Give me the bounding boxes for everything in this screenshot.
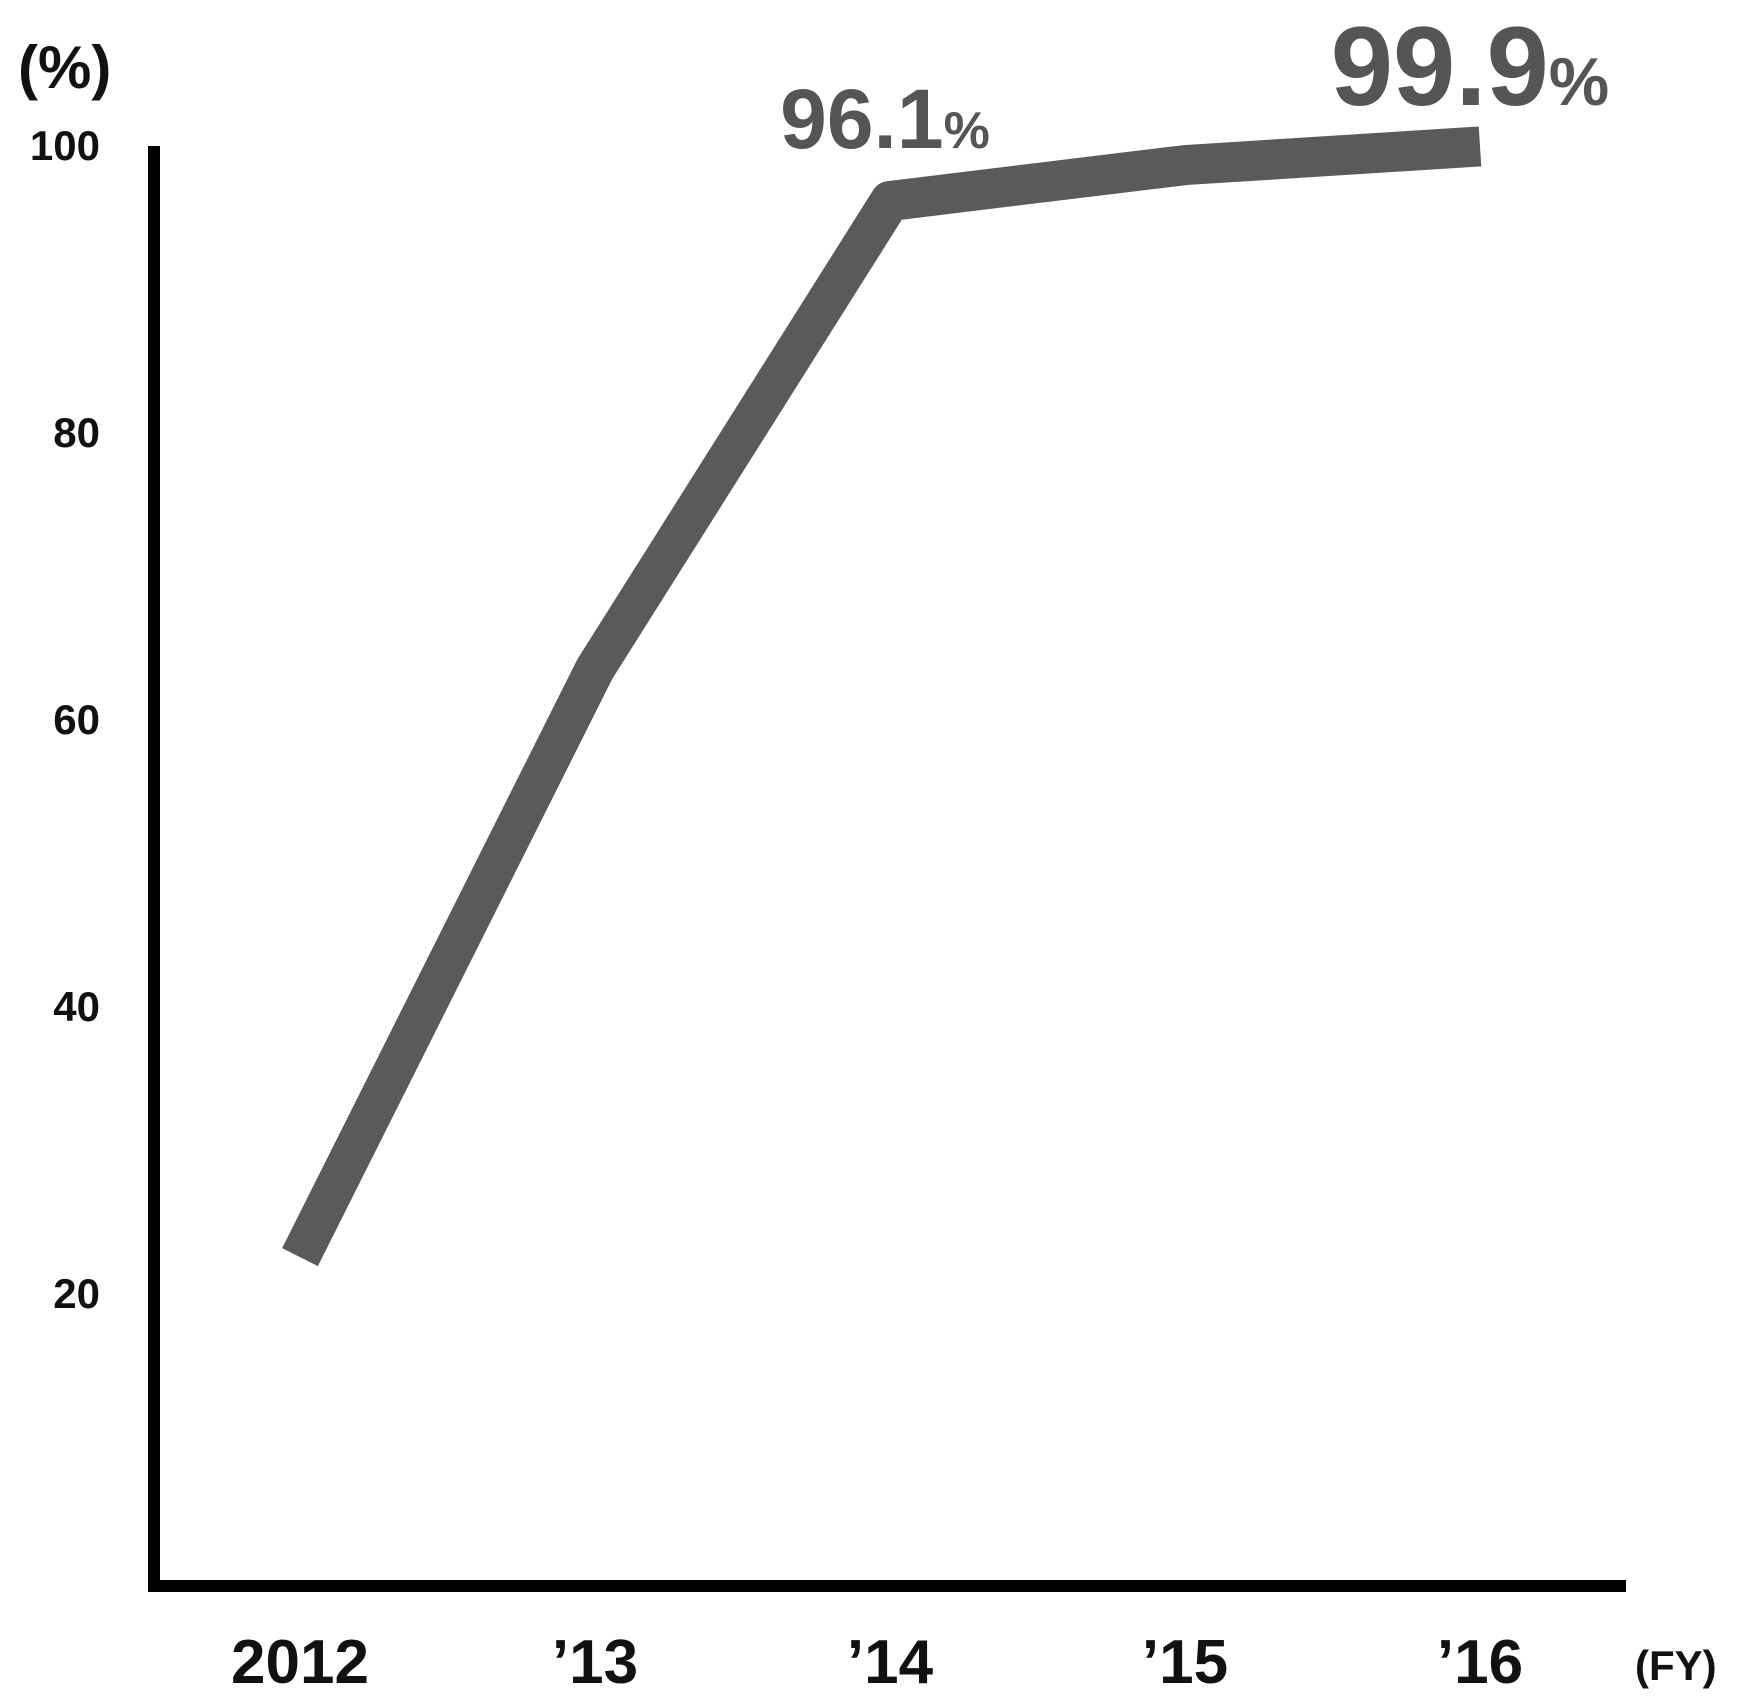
series-line: [282, 126, 1482, 1267]
data-label: 99.9%: [1331, 4, 1609, 129]
x-axis-unit: (FY): [1635, 1642, 1717, 1689]
x-tick-label: ’15: [1142, 1628, 1228, 1697]
series-group: [282, 126, 1482, 1267]
x-tick-label: ’14: [847, 1628, 934, 1697]
y-tick-label: 80: [53, 409, 100, 456]
x-tick-label: ’13: [552, 1628, 638, 1697]
y-tick-label: 20: [53, 1270, 100, 1317]
x-tick-label: ’16: [1437, 1628, 1523, 1697]
y-axis-unit: (%): [18, 34, 111, 101]
data-label: 96.1%: [780, 72, 990, 166]
data-labels: 96.1% 99.9%: [780, 4, 1609, 166]
y-tick-label: 100: [30, 122, 100, 169]
x-tick-labels: 2012 ’13 ’14 ’15 ’16: [231, 1628, 1523, 1697]
y-tick-labels: 20 40 60 80 100: [30, 122, 100, 1317]
x-tick-label: 2012: [231, 1628, 369, 1697]
y-tick-label: 40: [53, 983, 100, 1030]
y-tick-label: 60: [53, 696, 100, 743]
